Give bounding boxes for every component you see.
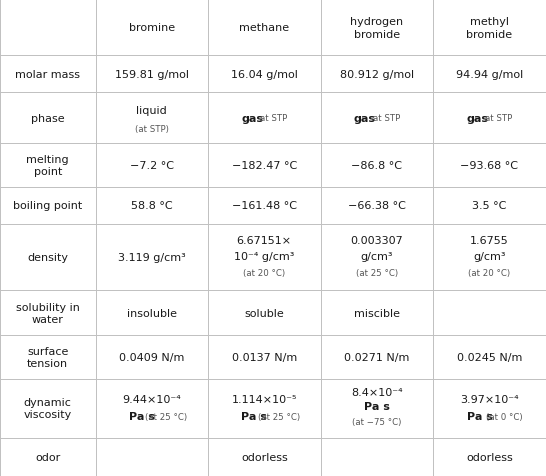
- Text: 94.94 g/mol: 94.94 g/mol: [456, 69, 523, 79]
- Text: g/cm³: g/cm³: [473, 251, 506, 261]
- Text: (at 20 °C): (at 20 °C): [468, 269, 511, 278]
- Text: odorless: odorless: [241, 452, 288, 462]
- Text: gas: gas: [354, 113, 376, 123]
- Text: 0.0409 N/m: 0.0409 N/m: [119, 352, 185, 362]
- Text: surface
tension: surface tension: [27, 346, 68, 368]
- Text: (at 20 °C): (at 20 °C): [243, 269, 286, 278]
- Text: Pa s: Pa s: [241, 412, 268, 422]
- Text: Pa s: Pa s: [364, 401, 390, 411]
- Text: 9.44×10⁻⁴: 9.44×10⁻⁴: [122, 395, 181, 405]
- Text: boiling point: boiling point: [13, 201, 82, 211]
- Text: 6.67151×: 6.67151×: [237, 236, 292, 246]
- Text: insoluble: insoluble: [127, 308, 177, 318]
- Text: 0.0137 N/m: 0.0137 N/m: [232, 352, 297, 362]
- Text: 8.4×10⁻⁴: 8.4×10⁻⁴: [351, 387, 402, 397]
- Text: (at STP): (at STP): [135, 125, 169, 134]
- Text: −161.48 °C: −161.48 °C: [232, 201, 297, 211]
- Text: at STP: at STP: [373, 114, 400, 123]
- Text: 159.81 g/mol: 159.81 g/mol: [115, 69, 189, 79]
- Text: at STP: at STP: [260, 114, 288, 123]
- Text: (at 25 °C): (at 25 °C): [355, 269, 398, 278]
- Text: melting
point: melting point: [26, 155, 69, 177]
- Text: soluble: soluble: [245, 308, 284, 318]
- Text: (at −75 °C): (at −75 °C): [352, 417, 401, 426]
- Text: −86.8 °C: −86.8 °C: [351, 161, 402, 171]
- Text: 3.119 g/cm³: 3.119 g/cm³: [118, 252, 186, 262]
- Text: 0.003307: 0.003307: [351, 236, 403, 246]
- Text: (at 0 °C): (at 0 °C): [486, 412, 523, 421]
- Text: 1.6755: 1.6755: [470, 236, 509, 246]
- Text: 58.8 °C: 58.8 °C: [131, 201, 173, 211]
- Text: odorless: odorless: [466, 452, 513, 462]
- Text: Pa s: Pa s: [467, 412, 492, 422]
- Text: molar mass: molar mass: [15, 69, 80, 79]
- Text: bromine: bromine: [129, 23, 175, 33]
- Text: gas: gas: [466, 113, 489, 123]
- Text: gas: gas: [241, 113, 263, 123]
- Text: −7.2 °C: −7.2 °C: [130, 161, 174, 171]
- Text: 16.04 g/mol: 16.04 g/mol: [231, 69, 298, 79]
- Text: liquid: liquid: [136, 106, 167, 116]
- Text: hydrogen
bromide: hydrogen bromide: [350, 17, 403, 40]
- Text: −93.68 °C: −93.68 °C: [460, 161, 519, 171]
- Text: solubility in
water: solubility in water: [16, 302, 80, 324]
- Text: 0.0245 N/m: 0.0245 N/m: [457, 352, 522, 362]
- Text: −182.47 °C: −182.47 °C: [232, 161, 297, 171]
- Text: 3.97×10⁻⁴: 3.97×10⁻⁴: [460, 395, 519, 405]
- Text: (at 25 °C): (at 25 °C): [258, 412, 300, 421]
- Text: Pa s: Pa s: [129, 412, 155, 422]
- Text: (at 25 °C): (at 25 °C): [145, 412, 188, 421]
- Text: density: density: [27, 252, 68, 262]
- Text: 0.0271 N/m: 0.0271 N/m: [344, 352, 410, 362]
- Text: odor: odor: [35, 452, 61, 462]
- Text: miscible: miscible: [354, 308, 400, 318]
- Text: phase: phase: [31, 113, 64, 123]
- Text: −66.38 °C: −66.38 °C: [348, 201, 406, 211]
- Text: 1.114×10⁻⁵: 1.114×10⁻⁵: [232, 395, 297, 405]
- Text: 80.912 g/mol: 80.912 g/mol: [340, 69, 414, 79]
- Text: 3.5 °C: 3.5 °C: [472, 201, 507, 211]
- Text: g/cm³: g/cm³: [360, 251, 393, 261]
- Text: methane: methane: [239, 23, 289, 33]
- Text: 10⁻⁴ g/cm³: 10⁻⁴ g/cm³: [234, 251, 294, 261]
- Text: dynamic
viscosity: dynamic viscosity: [23, 397, 72, 419]
- Text: methyl
bromide: methyl bromide: [466, 17, 513, 40]
- Text: at STP: at STP: [485, 114, 513, 123]
